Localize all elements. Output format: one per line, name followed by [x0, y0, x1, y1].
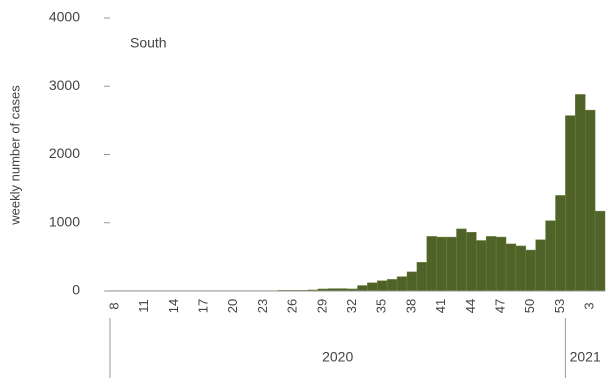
bar: [575, 94, 586, 292]
x-tick-label: 14: [166, 299, 181, 313]
bar: [386, 279, 398, 292]
x-tick-label: 47: [492, 299, 507, 313]
bar: [367, 282, 378, 292]
bar: [584, 109, 596, 292]
bar: [357, 285, 368, 292]
bar: [555, 195, 566, 292]
bar: [515, 245, 527, 292]
x-tick-label: 44: [463, 299, 478, 313]
annotation: South: [130, 35, 167, 51]
bar: [446, 236, 457, 292]
y-tick-label: 1000: [49, 213, 80, 229]
x-tick-label: 38: [403, 299, 418, 313]
x-tick-label: 35: [374, 299, 389, 313]
bar: [396, 276, 408, 292]
x-tick-label: 53: [552, 299, 567, 313]
x-tick-label: 11: [136, 299, 151, 313]
bar: [545, 220, 556, 292]
y-axis-title: weekly number of cases: [7, 85, 22, 226]
bar: [525, 249, 536, 292]
bar: [466, 232, 477, 292]
bar: [565, 115, 576, 292]
x-tick-label: 50: [522, 299, 537, 313]
bar: [406, 271, 418, 292]
x-tick-label: 29: [314, 299, 329, 313]
y-tick-label: 2000: [49, 145, 80, 161]
x-tick-label: 41: [433, 299, 448, 313]
y-tick-label: 3000: [49, 77, 80, 93]
y-tick-label: 4000: [49, 9, 80, 25]
bar: [476, 240, 487, 292]
bar: [436, 236, 447, 292]
x-tick-label: 26: [285, 299, 300, 313]
bar: [485, 236, 497, 292]
y-tick-label: 0: [72, 282, 80, 298]
bar: [505, 243, 517, 292]
bar: [535, 239, 546, 292]
x-tick-label: 32: [344, 299, 359, 313]
x-tick-label: 20: [225, 299, 240, 313]
bar: [416, 262, 428, 292]
bar: [495, 236, 507, 292]
bar: [456, 228, 467, 292]
year-label: 2021: [570, 349, 601, 365]
x-tick-label: 8: [106, 302, 121, 309]
x-tick-label: 17: [195, 299, 210, 313]
x-tick-label: 23: [255, 299, 270, 313]
bar: [594, 210, 606, 292]
bar: [377, 280, 388, 292]
year-label: 2020: [322, 349, 353, 365]
bar: [426, 236, 437, 292]
x-tick-label: 3: [582, 302, 597, 309]
